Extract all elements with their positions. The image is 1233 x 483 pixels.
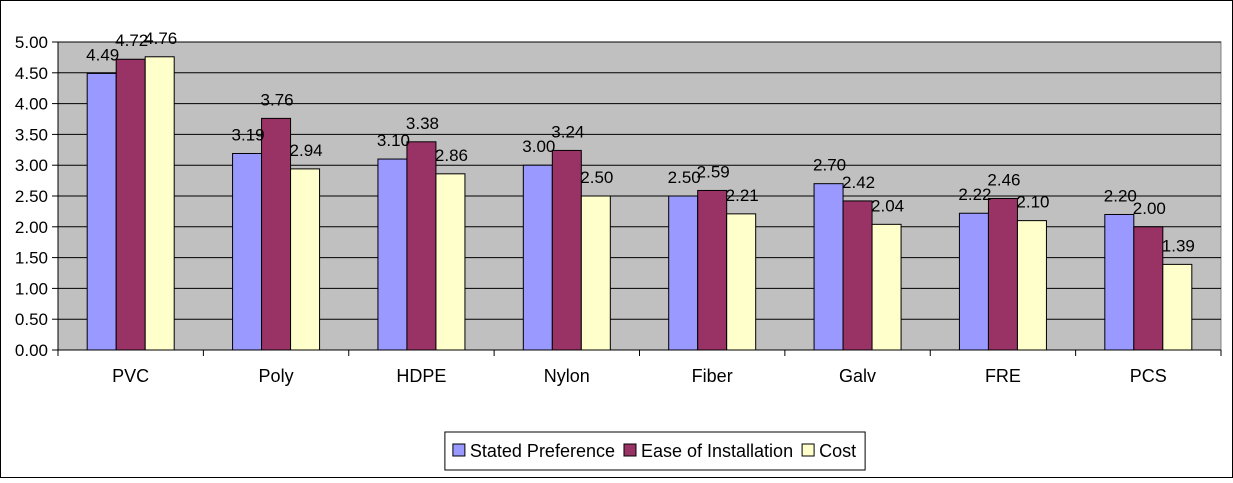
bar-Nylon-2: [580, 195, 611, 351]
bar-FRE-1: [987, 197, 1018, 351]
bar-Nylon-1: [551, 149, 582, 351]
bar-Galv-1: [842, 200, 873, 351]
bar-Nylon-0: [522, 164, 553, 351]
x-axis: PVC Poly HDPE Nylon Fiber Galv FRE PCS: [57, 349, 1222, 386]
bar-Galv-2: [871, 223, 902, 351]
bar-Poly-1: [261, 117, 292, 351]
data-label: 1.39: [1162, 236, 1195, 255]
legend-item: Stated Preference: [452, 441, 615, 461]
data-label: 4.49: [86, 45, 119, 64]
data-label: 2.59: [697, 162, 730, 181]
data-label: 3.00: [522, 137, 555, 156]
y-tick-label: 3.50: [15, 125, 48, 144]
y-tick-label: 5.00: [15, 33, 48, 52]
x-tick-label: PVC: [112, 366, 149, 386]
y-tick-label: 0.00: [15, 341, 48, 360]
data-label: 3.19: [232, 125, 265, 144]
bar-FRE-0: [958, 212, 989, 351]
data-label: 3.76: [261, 90, 294, 109]
legend-item: Cost: [801, 441, 856, 461]
bar-HDPE-2: [435, 173, 466, 351]
legend-swatch: [452, 443, 466, 457]
legend-swatch: [623, 443, 637, 457]
data-label: 2.10: [1016, 193, 1049, 212]
x-tick-label: FRE: [985, 366, 1021, 386]
x-tick-label: Nylon: [544, 366, 590, 386]
y-tick-label: 2.50: [15, 187, 48, 206]
bar-Fiber-2: [726, 213, 757, 351]
data-label: 2.42: [842, 173, 875, 192]
data-label: 4.72: [115, 31, 148, 50]
x-tick-label: Galv: [839, 366, 876, 386]
data-label: 3.10: [377, 131, 410, 150]
legend-label: Ease of Installation: [641, 441, 793, 461]
legend-label: Stated Preference: [470, 441, 615, 461]
y-tick-label: 0.50: [15, 310, 48, 329]
data-label: 2.50: [580, 168, 613, 187]
data-label: 2.94: [290, 141, 323, 160]
x-tick-label: PCS: [1130, 366, 1167, 386]
bar-HDPE-1: [406, 141, 437, 351]
legend: Stated Preference Ease of Installation Cos…: [444, 431, 866, 471]
data-label: 3.24: [551, 122, 584, 141]
x-tick-label: HDPE: [396, 366, 446, 386]
bar-HDPE-0: [377, 158, 408, 351]
y-tick-label: 4.00: [15, 95, 48, 114]
y-tick-label: 1.00: [15, 279, 48, 298]
bar-PCS-1: [1133, 226, 1164, 351]
x-tick-label: Poly: [259, 366, 294, 386]
data-labels: 4.494.724.76 3.19 3.76 2.94 3.103.38 2.86 3.00…: [86, 29, 1195, 256]
data-label: 2.46: [987, 170, 1020, 189]
bar-FRE-2: [1016, 220, 1047, 351]
bar-Poly-2: [290, 168, 321, 351]
bar-PVC-0: [86, 72, 117, 351]
y-tick-label: 2.00: [15, 218, 48, 237]
bar-Poly-0: [232, 152, 263, 351]
bar-PVC-1: [115, 58, 146, 351]
data-label: 2.50: [668, 168, 701, 187]
data-label: 4.76: [144, 29, 177, 48]
legend-item: Ease of Installation: [623, 441, 793, 461]
bar-Fiber-1: [697, 189, 728, 351]
x-tick-label: Fiber: [692, 366, 733, 386]
data-label: 2.86: [435, 146, 468, 165]
legend-swatch: [801, 443, 815, 457]
y-tick-label: 1.50: [15, 249, 48, 268]
y-axis: 0.00 0.50 1.00 1.50 2.00 2.50 3.00 3.50 4.00 4.50…: [15, 33, 59, 360]
bar-PVC-2: [144, 56, 175, 351]
legend-label: Cost: [819, 441, 856, 461]
y-tick-label: 4.50: [15, 64, 48, 83]
bars: [86, 56, 1193, 351]
data-label: 2.21: [726, 186, 759, 205]
data-label: 3.38: [406, 114, 439, 133]
y-tick-label: 3.00: [15, 156, 48, 175]
data-label: 2.04: [871, 196, 904, 215]
legend-box: [444, 431, 866, 471]
data-label: 2.70: [813, 156, 846, 175]
data-label: 2.20: [1104, 186, 1137, 205]
bar-Galv-0: [813, 183, 844, 351]
data-label: 2.22: [958, 185, 991, 204]
bar-Fiber-0: [668, 195, 699, 351]
bar-PCS-0: [1104, 213, 1135, 351]
data-label: 2.00: [1133, 199, 1166, 218]
bar-PCS-2: [1162, 263, 1193, 351]
